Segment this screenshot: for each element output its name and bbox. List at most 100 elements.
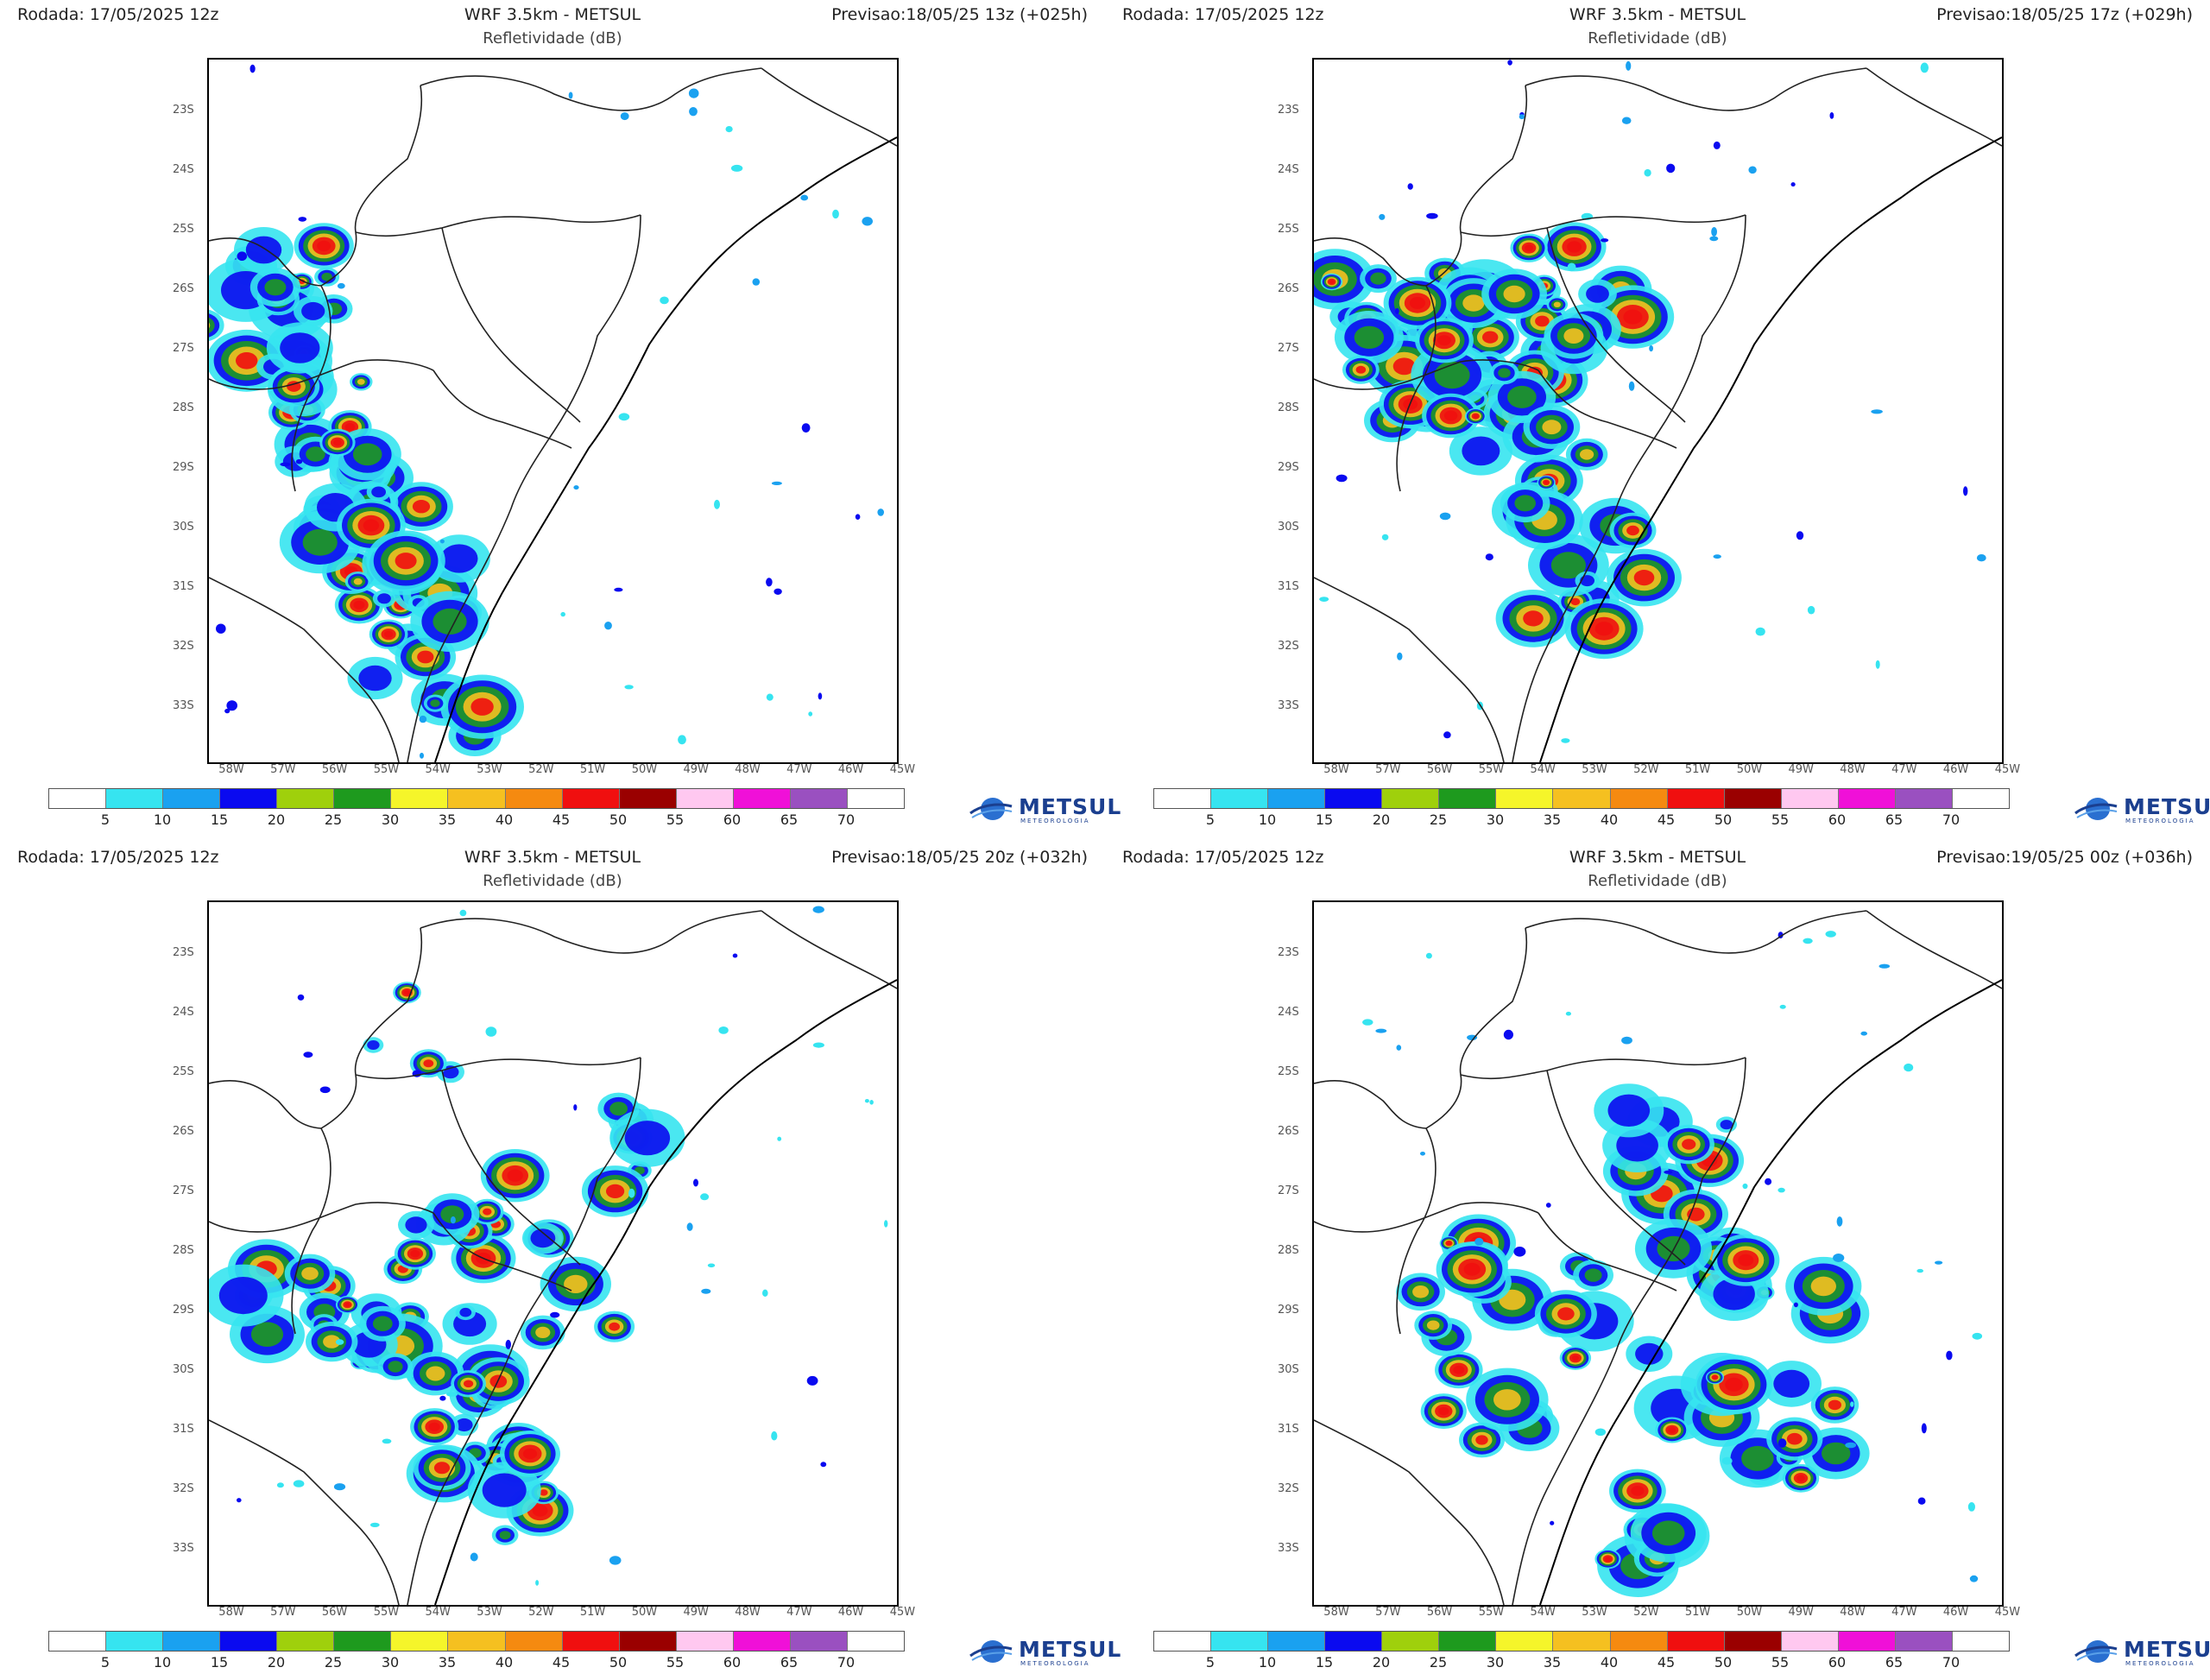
reflectivity-echo [628,1188,635,1198]
longitude-label: 56W [321,763,348,776]
colorbar-label: 50 [1714,812,1733,828]
logo-text: METSUL [2124,1637,2210,1662]
reflectivity-echo [812,906,824,913]
reflectivity-echo [319,1086,331,1094]
reflectivity-echo [1829,112,1834,119]
colorbar-label: 70 [1942,812,1961,828]
reflectivity-echo [459,909,467,917]
state-border [209,1080,322,1129]
reflectivity-echo [1765,1178,1772,1185]
reflectivity-echo [864,1099,869,1103]
reflectivity-echo [1721,1456,1733,1465]
reflectivity-cell [372,1316,393,1331]
reflectivity-echo [1963,486,1968,496]
reflectivity-echo [1621,1036,1632,1045]
state-border [1425,927,1528,1129]
colorbar-swatch [334,789,392,808]
reflectivity-echo [450,1216,456,1224]
reflectivity-cell [358,665,392,692]
state-border [1538,369,1677,449]
latitude-label: 23S [1278,104,1299,117]
longitude-label: 47W [786,1606,812,1619]
latitude-label: 25S [1278,223,1299,236]
reflectivity-echo [1807,605,1815,615]
reflectivity-echo [1713,554,1721,559]
reflectivity-echo [573,485,579,490]
state-border [1314,577,1505,762]
colorbar-label: 60 [1828,1654,1847,1671]
variable-subtitle: Refletividade (dB) [1588,29,1727,47]
reflectivity-cell [1453,1365,1465,1374]
reflectivity-echo [752,278,761,286]
state-border [407,214,641,762]
longitude-label: 58W [1323,763,1349,776]
reflectivity-echo [297,994,305,1001]
colorbar-swatch [733,1632,791,1651]
reflectivity-cell [218,1277,268,1315]
state-border [209,237,322,287]
reflectivity-cell [357,378,365,385]
reflectivity-echo [1871,409,1883,414]
reflectivity-echo [1519,114,1525,120]
state-border [1314,359,1539,390]
reflectivity-cell [1498,368,1511,378]
colorbar-swatch [1781,789,1839,808]
reflectivity-echo [801,423,811,433]
colorbar-label: 50 [609,812,628,828]
longitude-label: 57W [1375,1606,1401,1619]
colorbar-swatch [1553,1632,1611,1651]
reflectivity-cell [1563,328,1584,344]
reflectivity-echo [1967,1502,1975,1512]
reflectivity-cell [1462,294,1485,312]
reflectivity-echo [609,1556,622,1565]
longitude-label: 49W [1788,763,1814,776]
reflectivity-echo [1755,627,1765,636]
reflectivity-cell [1514,495,1536,512]
reflectivity-cell [1507,385,1537,408]
reflectivity-echo [877,508,884,516]
reflectivity-echo [382,1438,392,1444]
colorbar-swatch [163,789,221,808]
reflectivity-map [209,64,897,762]
forecast-panel: Rodada: 17/05/2025 12z WRF 3.5km - METSUL… [0,843,1121,1680]
colorbar-swatch [619,1632,677,1651]
reflectivity-cell [1553,301,1561,307]
reflectivity-cell [1462,436,1500,466]
colorbar-label: 15 [1315,812,1334,828]
reflectivity-echo [1439,512,1451,521]
colorbar-swatch [1325,789,1383,808]
logo-tagline: METEOROLOGIA [2125,1660,2195,1667]
state-border [433,369,572,449]
reflectivity-cell [1523,610,1544,627]
reflectivity-cell [489,1374,508,1388]
forecast-time-label: Previsao:18/05/25 17z (+029h) [1936,5,2193,24]
reflectivity-cell [371,486,386,498]
run-time-label: Rodada: 17/05/2025 12z [1122,848,1324,867]
colorbar-swatch [847,789,904,808]
reflectivity-echo [1503,1029,1513,1040]
state-border [420,67,762,111]
latitude-label: 32S [1278,640,1299,653]
reflectivity-echo [689,107,698,117]
longitude-label: 53W [1582,763,1607,776]
latitude-label: 23S [1278,946,1299,959]
reflectivity-echo [771,481,782,485]
reflectivity-cell [1482,331,1499,344]
colorbar-label: 5 [1205,1654,1216,1671]
reflectivity-echo [573,1104,578,1111]
reflectivity-cell [1584,1268,1602,1282]
latitude-label: 24S [1278,163,1299,176]
state-border [1396,285,1436,492]
reflectivity-echo [1601,238,1609,243]
state-border [441,1070,581,1266]
colorbar-swatch [1211,1632,1269,1651]
reflectivity-echo [818,692,823,700]
colorbar-swatch [1268,789,1326,808]
colorbar-label: 40 [495,812,514,828]
colorbar-swatch [505,1632,563,1651]
reflectivity-echo [535,1580,540,1586]
colorbar-label: 15 [1315,1654,1334,1671]
reflectivity-cell [1738,1254,1754,1266]
colorbar-label: 65 [780,812,799,828]
longitude-label: 50W [1736,763,1763,776]
